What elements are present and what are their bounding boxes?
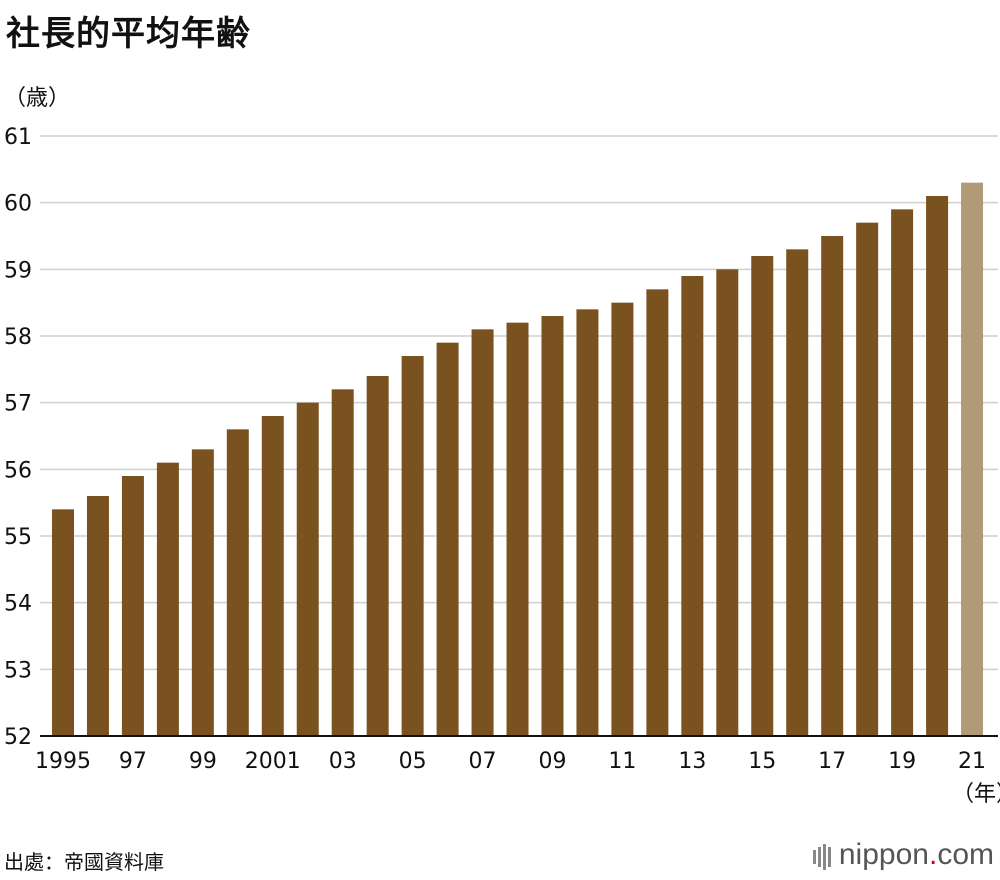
brand-dot: . bbox=[928, 838, 938, 871]
bar bbox=[52, 509, 74, 736]
x-tick-label: 15 bbox=[748, 749, 776, 774]
brand-tld: com bbox=[937, 838, 994, 871]
bar bbox=[436, 342, 459, 736]
bar bbox=[121, 476, 144, 736]
bar bbox=[786, 249, 809, 737]
bar bbox=[821, 236, 844, 736]
y-tick-label: 59 bbox=[4, 258, 32, 283]
x-tick-label: 17 bbox=[818, 749, 846, 774]
bar bbox=[961, 182, 984, 736]
y-tick-label: 61 bbox=[4, 125, 32, 150]
bar bbox=[506, 322, 529, 736]
bar bbox=[86, 496, 109, 736]
x-tick-label: 03 bbox=[329, 749, 357, 774]
source-note: 出處：帝國資料庫 bbox=[4, 850, 164, 874]
bar bbox=[646, 289, 669, 736]
y-tick-label: 60 bbox=[4, 192, 32, 217]
bar bbox=[471, 329, 494, 736]
logo-bars-icon bbox=[812, 839, 833, 873]
bar bbox=[331, 389, 354, 736]
bar bbox=[156, 462, 179, 736]
bar bbox=[576, 309, 599, 736]
x-tick-label: 11 bbox=[608, 749, 636, 774]
bar bbox=[541, 316, 564, 736]
bar bbox=[751, 256, 774, 736]
x-tick-label: 07 bbox=[469, 749, 497, 774]
x-tick-label: 2001 bbox=[245, 749, 301, 774]
y-tick-label: 54 bbox=[4, 592, 32, 617]
x-axis-unit: （年） bbox=[952, 782, 1000, 807]
y-tick-label: 58 bbox=[4, 325, 32, 350]
bar bbox=[716, 269, 739, 736]
x-tick-label: 09 bbox=[538, 749, 566, 774]
bar bbox=[191, 449, 214, 736]
y-axis-unit: （歳） bbox=[4, 86, 71, 111]
x-tick-label: 1995 bbox=[35, 749, 91, 774]
x-tick-label: 19 bbox=[888, 749, 916, 774]
y-tick-label: 55 bbox=[4, 525, 32, 550]
brand-logo: nippon.com bbox=[812, 838, 994, 873]
bar bbox=[401, 356, 424, 736]
bar bbox=[261, 416, 284, 736]
bar bbox=[681, 276, 704, 736]
chart-title: 社長的平均年齢 bbox=[6, 14, 251, 54]
bar bbox=[226, 429, 249, 736]
x-tick-label: 13 bbox=[678, 749, 706, 774]
y-tick-label: 56 bbox=[4, 458, 32, 483]
x-tick-label: 21 bbox=[958, 749, 986, 774]
brand-main: nippon bbox=[838, 838, 929, 871]
bar bbox=[366, 376, 389, 736]
x-tick-label: 99 bbox=[189, 749, 217, 774]
bar bbox=[296, 402, 319, 736]
bar bbox=[856, 222, 879, 736]
y-tick-label: 57 bbox=[4, 392, 32, 417]
bar bbox=[891, 209, 914, 737]
y-tick-label: 52 bbox=[4, 725, 32, 750]
bar bbox=[926, 196, 949, 736]
y-tick-label: 53 bbox=[4, 658, 32, 683]
bar bbox=[611, 302, 634, 736]
x-tick-label: 05 bbox=[399, 749, 427, 774]
x-tick-label: 97 bbox=[119, 749, 147, 774]
